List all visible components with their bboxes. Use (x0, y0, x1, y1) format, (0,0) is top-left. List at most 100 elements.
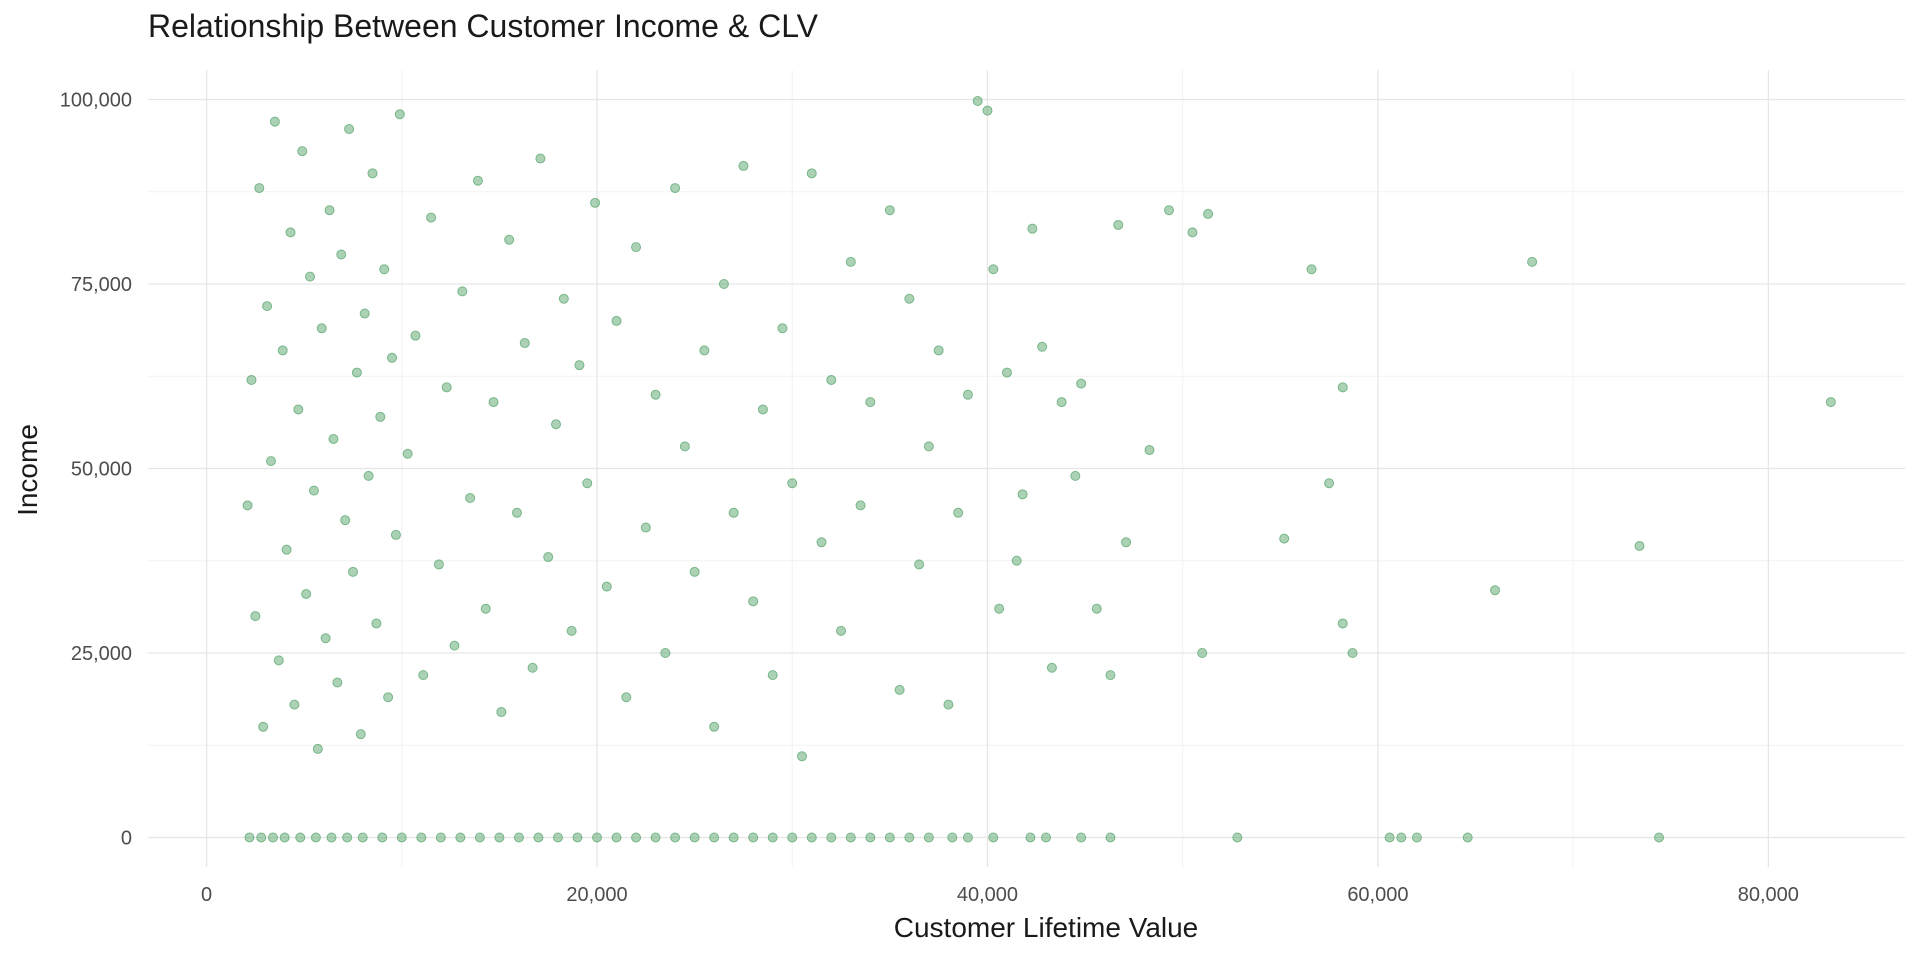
data-point (326, 832, 337, 843)
data-point (265, 456, 276, 467)
x-axis-label: Customer Lifetime Value (893, 912, 1199, 943)
data-point (387, 352, 398, 363)
data-point (1232, 832, 1243, 843)
data-point (342, 832, 353, 843)
data-point (277, 345, 288, 356)
data-point (519, 338, 530, 349)
data-point (1025, 832, 1036, 843)
data-point (558, 293, 569, 304)
data-point (806, 832, 817, 843)
data-point (449, 640, 460, 651)
data-point (1306, 264, 1317, 275)
data-point (1144, 445, 1155, 456)
data-point (1027, 223, 1038, 234)
data-point (242, 500, 253, 511)
data-point (566, 625, 577, 636)
data-point (972, 95, 983, 106)
y-tick-label: 75,000 (71, 274, 132, 296)
data-point (845, 256, 856, 267)
data-point (465, 493, 476, 504)
data-point (1279, 533, 1290, 544)
data-point (592, 832, 603, 843)
data-point (344, 124, 355, 135)
data-point (351, 367, 362, 378)
data-point (1011, 555, 1022, 566)
data-point (914, 559, 925, 570)
data-point (962, 389, 973, 400)
data-point (709, 721, 720, 732)
data-point (650, 389, 661, 400)
data-point (1046, 662, 1057, 673)
y-tick-label: 50,000 (71, 459, 132, 481)
data-point (551, 419, 562, 430)
data-point (279, 832, 290, 843)
data-point (504, 234, 515, 245)
data-point (441, 382, 452, 393)
data-point (611, 832, 622, 843)
data-point (535, 153, 546, 164)
data-point (621, 692, 632, 703)
data-point (796, 751, 807, 762)
data-point (256, 832, 267, 843)
data-point (718, 279, 729, 290)
y-tick-label: 25,000 (71, 643, 132, 665)
data-point (670, 832, 681, 843)
data-point (543, 552, 554, 563)
data-point (1203, 208, 1214, 219)
data-point (1634, 540, 1645, 551)
data-point (1462, 832, 1473, 843)
data-point (324, 205, 335, 216)
data-point (1076, 832, 1087, 843)
data-point (474, 832, 485, 843)
data-point (728, 507, 739, 518)
data-point (297, 146, 308, 157)
data-point (845, 832, 856, 843)
data-point (316, 323, 327, 334)
data-point (494, 832, 505, 843)
data-point (295, 832, 306, 843)
data-point (1490, 585, 1501, 596)
data-point (383, 692, 394, 703)
data-point (357, 832, 368, 843)
data-point (273, 655, 284, 666)
data-point (340, 515, 351, 526)
chart-title: Relationship Between Customer Income & C… (148, 8, 818, 44)
data-point (767, 670, 778, 681)
data-point (994, 603, 1005, 614)
data-point (611, 315, 622, 326)
x-tick-label: 40,000 (957, 884, 1018, 906)
data-point (1017, 489, 1028, 500)
data-point (640, 522, 651, 533)
y-tick-label: 100,000 (60, 90, 132, 112)
data-point (533, 832, 544, 843)
data-point (435, 832, 446, 843)
data-point (689, 566, 700, 577)
data-point (1825, 397, 1836, 408)
data-point (305, 271, 316, 282)
data-point (748, 596, 759, 607)
data-point (328, 433, 339, 444)
data-point (426, 212, 437, 223)
data-point (1527, 256, 1538, 267)
data-point (301, 588, 312, 599)
data-point (894, 684, 905, 695)
data-point (1037, 341, 1048, 352)
data-point (1001, 367, 1012, 378)
data-point (836, 625, 847, 636)
data-point (923, 832, 934, 843)
data-point (953, 507, 964, 518)
data-point (865, 397, 876, 408)
data-point (1105, 670, 1116, 681)
data-point (923, 441, 934, 452)
data-point (904, 832, 915, 843)
data-point (310, 832, 321, 843)
data-point (379, 264, 390, 275)
data-point (709, 832, 720, 843)
data-point (748, 832, 759, 843)
data-point (590, 197, 601, 208)
x-tick-label: 0 (201, 884, 212, 906)
data-point (390, 529, 401, 540)
data-point (332, 677, 343, 688)
data-point (767, 832, 778, 843)
